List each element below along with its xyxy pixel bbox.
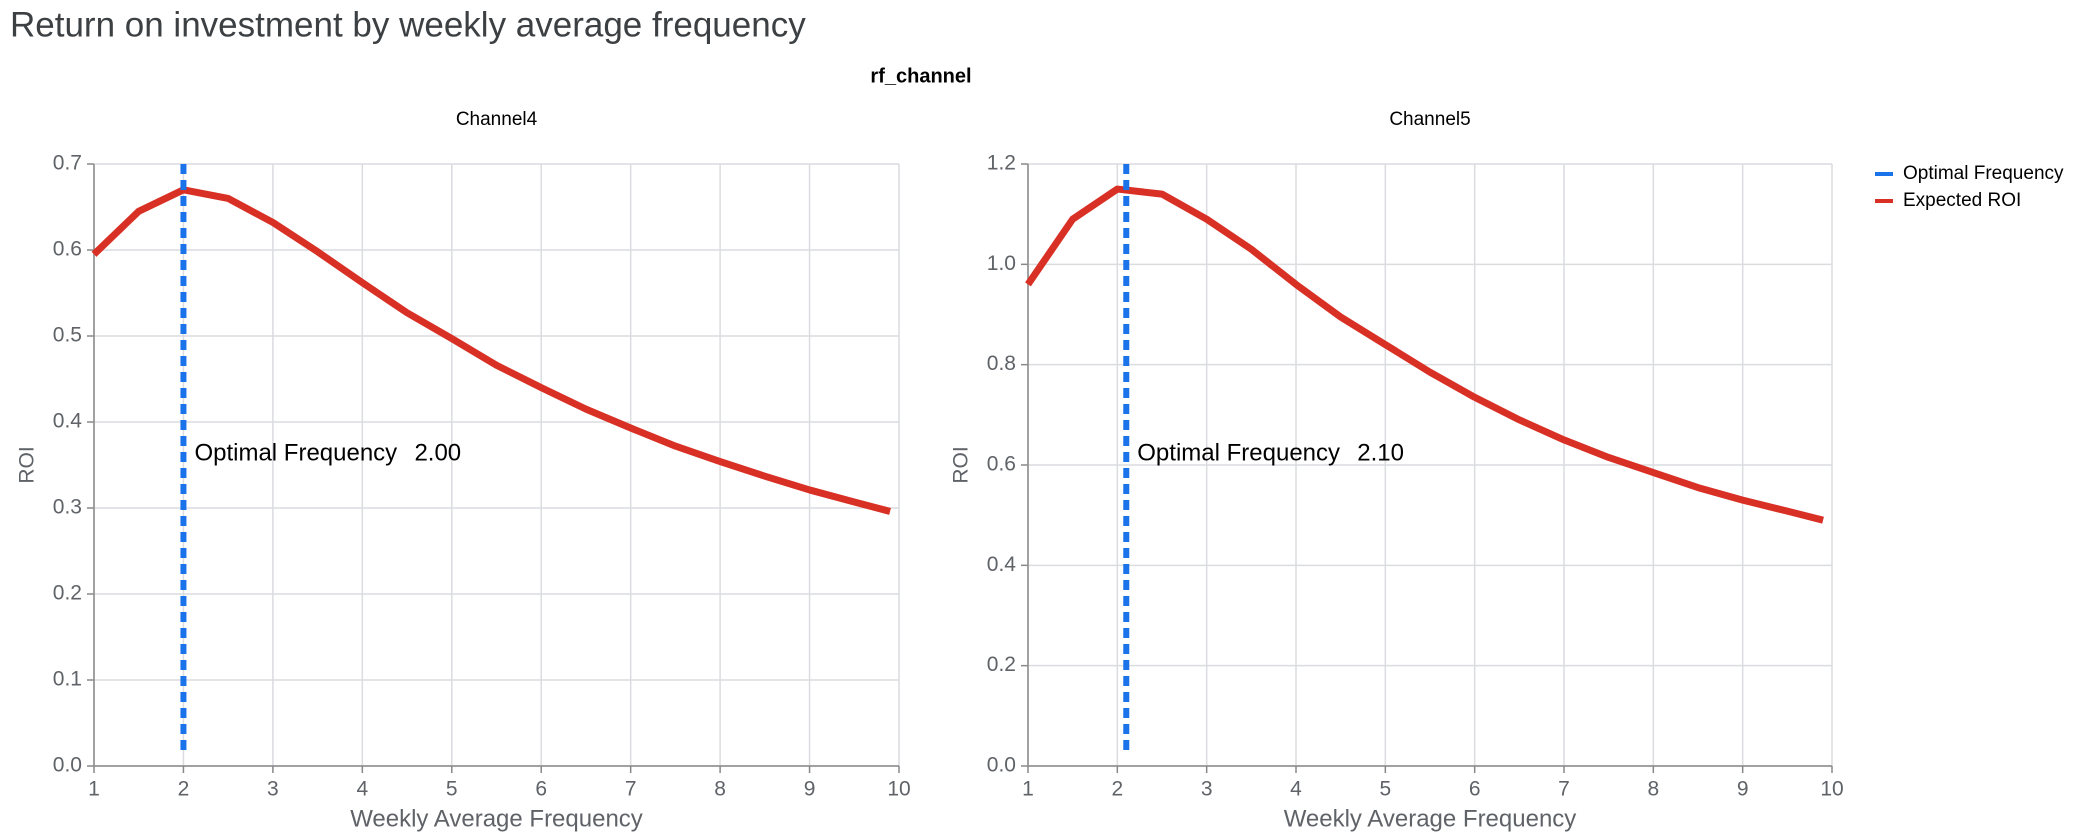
x-tick-label: 4 xyxy=(356,778,368,801)
y-tick-label: 0.2 xyxy=(53,582,82,605)
y-tick-label: 1.2 xyxy=(987,152,1016,175)
y-tick-label: 0.4 xyxy=(53,410,83,433)
x-tick-label: 3 xyxy=(1201,778,1213,801)
y-tick-label: 0.8 xyxy=(987,352,1016,375)
x-axis-title: Weekly Average Frequency xyxy=(1284,805,1577,832)
x-tick-label: 6 xyxy=(1469,778,1481,801)
y-tick-label: 0.0 xyxy=(53,754,82,777)
y-tick-label: 0.2 xyxy=(987,653,1016,676)
x-tick-label: 9 xyxy=(804,778,816,801)
y-tick-label: 0.6 xyxy=(53,238,82,261)
roi-line xyxy=(91,186,891,515)
x-tick-label: 5 xyxy=(446,778,458,801)
x-tick-label: 4 xyxy=(1290,778,1302,801)
x-tick-label: 7 xyxy=(1558,778,1570,801)
x-tick-label: 2 xyxy=(1111,778,1123,801)
y-tick-label: 0.0 xyxy=(987,754,1016,777)
annotation-label: Optimal Frequency xyxy=(194,439,397,466)
legend-label: Expected ROI xyxy=(1903,190,2021,211)
x-tick-label: 2 xyxy=(178,778,190,801)
y-tick-label: 0.6 xyxy=(987,453,1016,476)
panel-title: Channel4 xyxy=(456,109,538,130)
x-tick-label: 8 xyxy=(1647,778,1659,801)
y-tick-label: 0.3 xyxy=(53,496,82,519)
roi-line xyxy=(1025,185,1824,524)
annotation-value: 2.10 xyxy=(1357,439,1404,466)
y-tick-label: 1.0 xyxy=(987,252,1016,275)
y-tick-label: 0.5 xyxy=(53,324,82,347)
x-tick-label: 7 xyxy=(625,778,637,801)
x-axis-title: Weekly Average Frequency xyxy=(350,805,643,832)
x-tick-label: 9 xyxy=(1737,778,1749,801)
y-tick-label: 0.4 xyxy=(987,553,1017,576)
y-axis-title: ROI xyxy=(16,446,39,483)
x-tick-label: 1 xyxy=(88,778,100,801)
x-tick-label: 6 xyxy=(535,778,547,801)
x-tick-label: 8 xyxy=(714,778,726,801)
x-tick-label: 10 xyxy=(1820,778,1843,801)
y-axis-title: ROI xyxy=(950,446,973,483)
facet-label: rf_channel xyxy=(870,65,971,87)
x-tick-label: 1 xyxy=(1022,778,1034,801)
annotation-label: Optimal Frequency xyxy=(1137,439,1340,466)
x-tick-label: 5 xyxy=(1379,778,1391,801)
x-tick-label: 10 xyxy=(887,778,910,801)
panel-title: Channel5 xyxy=(1389,109,1470,130)
page-title: Return on investment by weekly average f… xyxy=(10,5,806,44)
annotation-value: 2.00 xyxy=(414,439,461,466)
x-tick-label: 3 xyxy=(267,778,279,801)
y-tick-label: 0.1 xyxy=(53,668,82,691)
y-tick-label: 0.7 xyxy=(53,152,82,175)
legend-label: Optimal Frequency xyxy=(1903,163,2064,184)
